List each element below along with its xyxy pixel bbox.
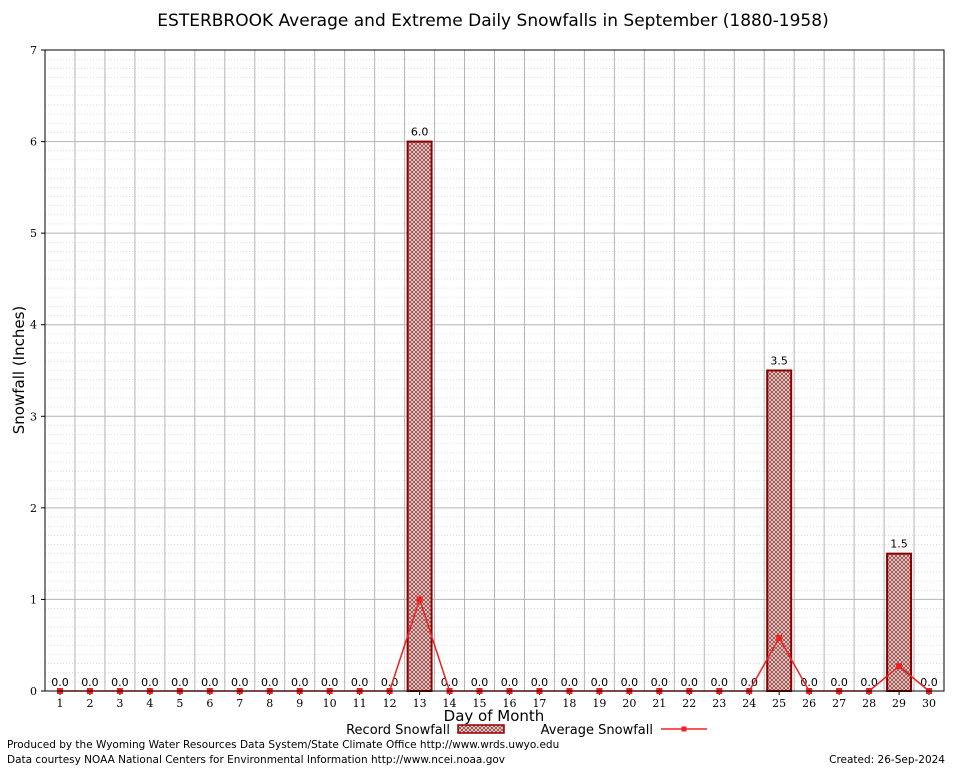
x-tick-label: 24 (742, 697, 756, 710)
y-tick-label: 2 (30, 502, 37, 515)
bar-data-label: 0.0 (111, 676, 129, 689)
plot-frame (44, 49, 945, 692)
bar-data-label: 0.0 (141, 676, 159, 689)
bar-data-label: 0.0 (501, 676, 519, 689)
chart-title: ESTERBROOK Average and Extreme Daily Sno… (157, 11, 828, 31)
y-tick-label: 6 (30, 136, 37, 149)
bar-data-label: 0.0 (51, 676, 69, 689)
x-tick-label: 1 (56, 697, 63, 710)
legend-swatch-record (457, 724, 505, 734)
x-tick-label: 13 (413, 697, 427, 710)
x-tick-label: 7 (236, 697, 243, 710)
x-tick-label: 21 (652, 697, 666, 710)
average-snowfall-point (776, 634, 783, 641)
x-tick-label: 18 (562, 697, 576, 710)
x-tick-label: 12 (383, 697, 397, 710)
x-tick-label: 10 (323, 697, 337, 710)
chart-legend: Record Snowfall Average Snowfall (346, 723, 707, 738)
average-snowfall-point (416, 596, 423, 603)
footer-courtesy: Data courtesy NOAA National Centers for … (7, 754, 505, 766)
x-tick-label: 19 (592, 697, 606, 710)
bar-data-label: 0.0 (471, 676, 489, 689)
bar-data-label: 0.0 (201, 676, 219, 689)
x-tick-label: 26 (802, 697, 816, 710)
x-tick-label: 23 (712, 697, 726, 710)
x-tick-label: 15 (473, 697, 487, 710)
x-tick-label: 25 (772, 697, 786, 710)
bar-data-label: 0.0 (261, 676, 279, 689)
bar-data-label: 0.0 (561, 676, 579, 689)
y-tick-label: 3 (30, 410, 37, 423)
bar-data-label: 0.0 (351, 676, 369, 689)
x-tick-label: 17 (532, 697, 546, 710)
legend-label-average: Average Snowfall (541, 723, 653, 738)
x-tick-label: 27 (832, 697, 846, 710)
legend-label-record: Record Snowfall (346, 723, 450, 738)
x-tick-label: 30 (922, 697, 936, 710)
bar-data-label: 0.0 (651, 676, 669, 689)
y-tick-label: 5 (30, 227, 37, 240)
y-axis-label: Snowfall (Inches) (10, 306, 28, 434)
bar-data-label: 0.0 (321, 676, 339, 689)
x-tick-label: 8 (266, 697, 273, 710)
x-tick-label: 3 (116, 697, 123, 710)
bar-data-label: 0.0 (531, 676, 549, 689)
bar-data-label: 0.0 (171, 676, 189, 689)
bar-data-label: 0.0 (231, 676, 249, 689)
x-tick-label: 6 (206, 697, 213, 710)
bar-data-label: 0.0 (441, 676, 459, 689)
average-snowfall-point (896, 663, 903, 670)
bar-data-label: 0.0 (830, 676, 848, 689)
bar-record-snowfall (766, 369, 793, 692)
bar-data-label: 1.5 (890, 538, 908, 551)
y-tick-label: 0 (30, 685, 37, 698)
y-tick-label: 7 (30, 44, 37, 57)
bar-data-label: 0.0 (621, 676, 639, 689)
x-tick-label: 9 (296, 697, 303, 710)
x-tick-label: 16 (502, 697, 516, 710)
x-tick-label: 11 (353, 697, 367, 710)
x-tick-label: 22 (682, 697, 696, 710)
x-tick-label: 28 (862, 697, 876, 710)
footer-created: Created: 26-Sep-2024 (829, 754, 945, 766)
bar-data-label: 0.0 (291, 676, 309, 689)
y-tick-label: 1 (30, 593, 37, 606)
bar-data-label: 0.0 (860, 676, 878, 689)
x-tick-label: 20 (622, 697, 636, 710)
bar-data-label: 0.0 (740, 676, 758, 689)
bar-data-label: 0.0 (920, 676, 938, 689)
x-tick-label: 2 (86, 697, 93, 710)
bar-data-label: 0.0 (711, 676, 729, 689)
x-axis-label: Day of Month (444, 707, 545, 725)
x-tick-label: 4 (146, 697, 153, 710)
bar-data-label: 3.5 (770, 355, 788, 368)
bar-data-label: 0.0 (800, 676, 818, 689)
y-tick-label: 4 (30, 319, 37, 332)
bar-data-label: 0.0 (591, 676, 609, 689)
x-tick-label: 5 (176, 697, 183, 710)
bar-data-label: 0.0 (381, 676, 399, 689)
bar-record-snowfall (886, 552, 913, 693)
footer-produced-by: Produced by the Wyoming Water Resources … (7, 739, 559, 751)
bar-data-label: 0.0 (681, 676, 699, 689)
legend-marker-average (681, 726, 687, 732)
x-tick-label: 29 (892, 697, 906, 710)
bar-data-label: 0.0 (81, 676, 99, 689)
bar-data-label: 6.0 (411, 126, 429, 139)
x-tick-label: 14 (443, 697, 457, 710)
bar-record-snowfall (406, 140, 433, 693)
